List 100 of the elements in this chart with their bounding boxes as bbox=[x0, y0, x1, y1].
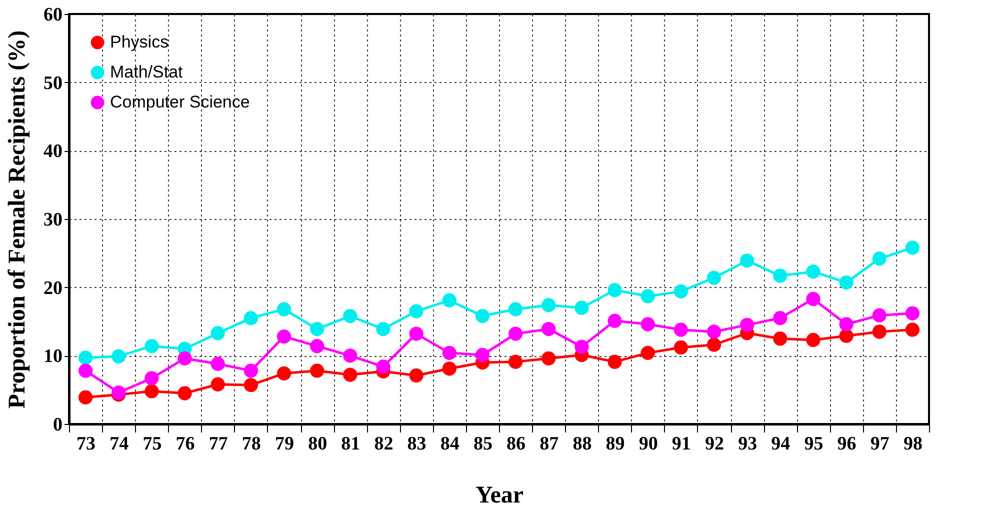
x-tick-label: 91 bbox=[672, 434, 691, 454]
x-tick-label: 82 bbox=[374, 434, 394, 454]
point bbox=[740, 254, 754, 268]
point bbox=[773, 268, 788, 283]
point bbox=[112, 349, 126, 364]
point bbox=[608, 283, 622, 298]
y-tick-label: 30 bbox=[44, 210, 62, 230]
point bbox=[276, 302, 292, 316]
point bbox=[310, 339, 324, 354]
point bbox=[276, 366, 292, 380]
point bbox=[674, 340, 688, 355]
point bbox=[706, 270, 722, 285]
point bbox=[872, 308, 886, 322]
y-tick-label: 0 bbox=[53, 414, 62, 436]
point bbox=[773, 332, 788, 346]
point bbox=[608, 314, 622, 328]
x-tick-label: 74 bbox=[110, 434, 130, 454]
point bbox=[640, 289, 655, 304]
x-tick-label: 83 bbox=[407, 434, 426, 454]
x-tick-label: 85 bbox=[473, 434, 492, 454]
point bbox=[376, 360, 390, 374]
point bbox=[475, 348, 490, 362]
x-tick-label: 78 bbox=[242, 434, 261, 454]
point bbox=[574, 300, 589, 315]
point bbox=[442, 346, 456, 360]
point bbox=[210, 377, 225, 392]
x-tick-label: 96 bbox=[837, 434, 856, 454]
x-tick-label: 92 bbox=[705, 434, 724, 454]
x-tick-label: 79 bbox=[275, 434, 294, 454]
point bbox=[872, 252, 886, 266]
point bbox=[740, 318, 754, 332]
x-tick-label: 90 bbox=[638, 434, 658, 454]
y-tick-label: 40 bbox=[44, 141, 62, 162]
point bbox=[839, 328, 854, 343]
x-tick-label: 81 bbox=[341, 434, 360, 454]
point bbox=[343, 368, 358, 382]
y-tick-label: 60 bbox=[44, 4, 62, 26]
x-tick-label: 89 bbox=[606, 434, 625, 454]
x-tick-label: 86 bbox=[506, 434, 526, 454]
point bbox=[773, 311, 788, 326]
point bbox=[244, 378, 258, 392]
point bbox=[508, 326, 523, 341]
point bbox=[674, 322, 688, 337]
x-tick-label: 97 bbox=[870, 434, 890, 454]
x-tick-label: 76 bbox=[176, 434, 195, 454]
point bbox=[210, 356, 225, 371]
point bbox=[508, 302, 523, 316]
point bbox=[310, 364, 324, 378]
x-tick-label: 80 bbox=[308, 434, 328, 454]
point bbox=[78, 390, 93, 404]
point bbox=[276, 329, 292, 344]
point bbox=[542, 351, 556, 366]
x-tick-label: 73 bbox=[76, 434, 96, 454]
point bbox=[905, 306, 920, 320]
x-axis-title: Year bbox=[476, 482, 524, 508]
point bbox=[674, 284, 688, 298]
point bbox=[376, 322, 390, 336]
point bbox=[806, 292, 820, 306]
point bbox=[608, 354, 622, 369]
point bbox=[343, 348, 358, 363]
point bbox=[442, 293, 456, 308]
point bbox=[574, 340, 589, 354]
point bbox=[178, 386, 192, 400]
point bbox=[442, 362, 456, 376]
point bbox=[343, 308, 358, 324]
legend-label: Math/Stat bbox=[110, 62, 184, 82]
point bbox=[839, 317, 854, 332]
point bbox=[542, 298, 556, 312]
x-tick-label: 88 bbox=[572, 434, 592, 454]
point bbox=[178, 351, 192, 366]
x-tick-label: 93 bbox=[738, 434, 758, 454]
point bbox=[144, 339, 159, 354]
point bbox=[905, 240, 920, 255]
point bbox=[144, 384, 159, 398]
point bbox=[806, 264, 820, 279]
point bbox=[409, 304, 424, 318]
point bbox=[409, 368, 424, 383]
point bbox=[409, 326, 424, 341]
point bbox=[508, 354, 523, 369]
x-tick-label: 87 bbox=[540, 434, 560, 454]
point bbox=[872, 324, 886, 339]
point bbox=[210, 326, 225, 340]
point bbox=[78, 350, 93, 365]
point bbox=[839, 275, 854, 290]
point bbox=[806, 332, 820, 348]
x-tick-label: 94 bbox=[771, 434, 791, 454]
point bbox=[640, 317, 655, 332]
y-tick-label: 20 bbox=[44, 278, 62, 299]
point bbox=[244, 364, 258, 378]
y-axis-title: Proportion of Female Recipients (%) bbox=[4, 30, 30, 409]
legend-label: Computer Science bbox=[110, 92, 250, 112]
point bbox=[475, 308, 490, 324]
point bbox=[244, 311, 258, 326]
legend-label: Physics bbox=[110, 32, 169, 52]
y-tick-label: 10 bbox=[44, 346, 62, 368]
point bbox=[542, 322, 556, 336]
x-tick-label: 75 bbox=[142, 434, 162, 454]
point bbox=[144, 371, 159, 386]
point bbox=[706, 338, 722, 352]
y-tick-label: 50 bbox=[44, 72, 62, 94]
